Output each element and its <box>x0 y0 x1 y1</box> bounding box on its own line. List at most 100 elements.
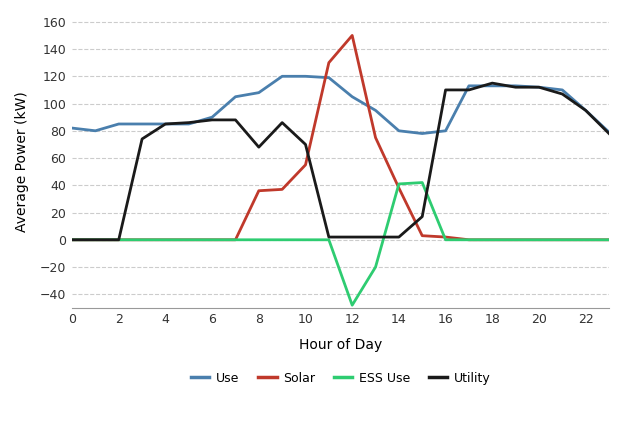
Use <box>185 122 193 127</box>
ESS Use <box>558 237 566 242</box>
Utility <box>185 120 193 125</box>
Solar <box>465 237 472 242</box>
Solar <box>582 237 590 242</box>
Utility <box>255 145 263 150</box>
ESS Use <box>442 237 449 242</box>
Utility <box>208 117 216 122</box>
Use <box>208 115 216 120</box>
ESS Use <box>512 237 519 242</box>
ESS Use <box>278 237 286 242</box>
Use <box>255 90 263 95</box>
Utility <box>278 120 286 125</box>
Use <box>302 74 310 79</box>
Utility <box>395 234 402 240</box>
ESS Use <box>208 237 216 242</box>
Solar <box>185 237 193 242</box>
Use <box>489 83 496 89</box>
Utility <box>302 142 310 147</box>
ESS Use <box>68 237 76 242</box>
Line: Utility: Utility <box>72 83 609 240</box>
Utility <box>68 237 76 242</box>
Use <box>139 122 146 127</box>
Solar <box>278 187 286 192</box>
Use <box>162 122 169 127</box>
ESS Use <box>302 237 310 242</box>
Utility <box>512 85 519 90</box>
Y-axis label: Average Power (kW): Average Power (kW) <box>15 91 29 232</box>
Use <box>395 128 402 133</box>
ESS Use <box>348 302 356 308</box>
Utility <box>372 234 379 240</box>
Solar <box>535 237 543 242</box>
Utility <box>558 92 566 97</box>
Use <box>92 128 99 133</box>
ESS Use <box>255 237 263 242</box>
Solar <box>348 33 356 38</box>
Solar <box>68 237 76 242</box>
ESS Use <box>325 237 333 242</box>
Utility <box>489 81 496 86</box>
ESS Use <box>185 237 193 242</box>
ESS Use <box>92 237 99 242</box>
Use <box>68 125 76 131</box>
ESS Use <box>489 237 496 242</box>
Solar <box>162 237 169 242</box>
Solar <box>605 237 613 242</box>
Utility <box>92 237 99 242</box>
Solar <box>395 185 402 191</box>
Use <box>115 122 122 127</box>
ESS Use <box>139 237 146 242</box>
Solar <box>442 234 449 240</box>
Solar <box>325 60 333 65</box>
Legend: Use, Solar, ESS Use, Utility: Use, Solar, ESS Use, Utility <box>186 367 495 390</box>
Utility <box>232 117 239 122</box>
Solar <box>139 237 146 242</box>
Utility <box>162 122 169 127</box>
ESS Use <box>605 237 613 242</box>
Use <box>582 108 590 113</box>
ESS Use <box>465 237 472 242</box>
Line: Solar: Solar <box>72 36 609 240</box>
Solar <box>558 237 566 242</box>
Use <box>605 130 613 135</box>
Use <box>348 94 356 99</box>
Utility <box>442 87 449 92</box>
Solar <box>372 135 379 140</box>
Use <box>558 87 566 92</box>
ESS Use <box>582 237 590 242</box>
Utility <box>582 108 590 113</box>
Utility <box>348 234 356 240</box>
Use <box>278 74 286 79</box>
Use <box>512 83 519 89</box>
Solar <box>512 237 519 242</box>
ESS Use <box>395 181 402 187</box>
Use <box>232 94 239 99</box>
Utility <box>325 234 333 240</box>
ESS Use <box>419 180 426 185</box>
Use <box>325 75 333 80</box>
Solar <box>208 237 216 242</box>
Use <box>465 83 472 89</box>
Line: ESS Use: ESS Use <box>72 183 609 305</box>
Utility <box>115 237 122 242</box>
Solar <box>419 233 426 238</box>
Solar <box>92 237 99 242</box>
Solar <box>489 237 496 242</box>
ESS Use <box>232 237 239 242</box>
Solar <box>115 237 122 242</box>
ESS Use <box>372 264 379 270</box>
Line: Use: Use <box>72 76 609 134</box>
Utility <box>535 85 543 90</box>
Utility <box>139 136 146 141</box>
ESS Use <box>162 237 169 242</box>
Solar <box>302 162 310 168</box>
Use <box>419 131 426 136</box>
Use <box>372 108 379 113</box>
X-axis label: Hour of Day: Hour of Day <box>299 338 382 352</box>
Utility <box>465 87 472 92</box>
Use <box>535 85 543 90</box>
Solar <box>232 237 239 242</box>
Use <box>442 128 449 133</box>
Solar <box>255 188 263 193</box>
Utility <box>419 214 426 219</box>
